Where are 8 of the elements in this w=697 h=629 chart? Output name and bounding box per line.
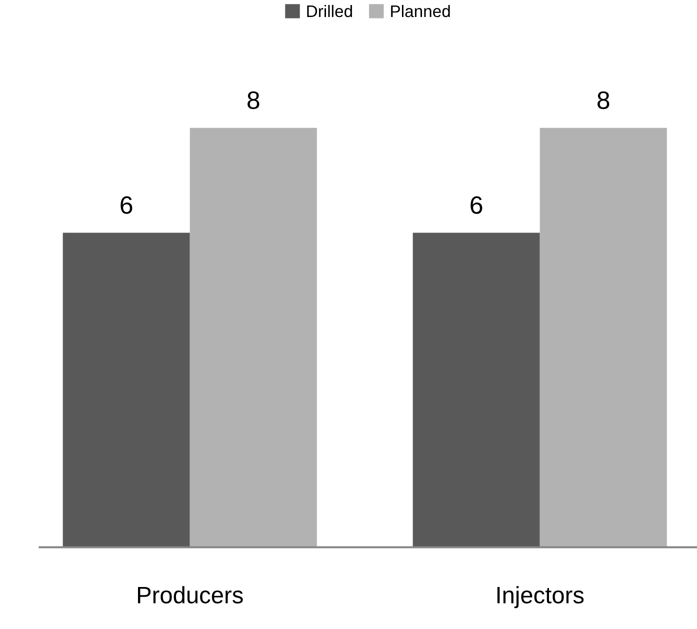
x-tick-label: Injectors — [497, 586, 584, 608]
data-label: 6 — [470, 196, 482, 214]
data-label: 6 — [120, 196, 132, 214]
data-label: 8 — [598, 91, 610, 110]
legend-label: Drilled — [307, 4, 352, 18]
x-tick-label: Producers — [138, 586, 243, 604]
legend-label: Planned — [391, 4, 450, 18]
data-label: 8 — [248, 91, 260, 110]
